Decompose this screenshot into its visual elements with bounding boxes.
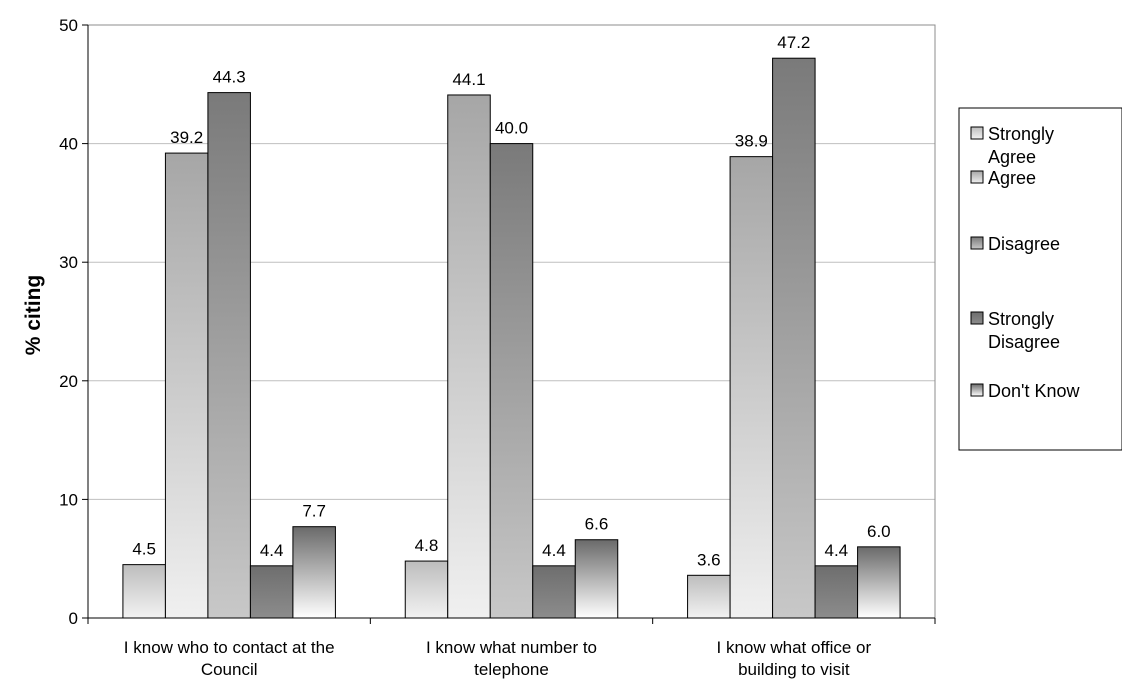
x-category-label: telephone — [474, 660, 549, 679]
data-labels: 4.5 39.2 44.3 4.4 7.7 4.8 44.1 40.0 4.4 6.6 3.6 38.… — [132, 33, 890, 569]
data-label: 44.3 — [213, 68, 246, 87]
legend-label: Disagree — [988, 332, 1060, 352]
legend-label: Don't Know — [988, 381, 1080, 401]
legend-swatch — [970, 170, 984, 184]
y-tick-label: 10 — [59, 490, 78, 509]
x-category-label: I know what number to — [426, 638, 597, 657]
data-label: 38.9 — [735, 132, 768, 151]
y-tick-label: 40 — [59, 135, 78, 154]
y-tick-label: 50 — [59, 16, 78, 35]
bar — [814, 565, 859, 619]
bar — [164, 152, 209, 619]
data-label: 4.4 — [260, 541, 284, 560]
data-label: 4.4 — [542, 541, 566, 560]
bar — [292, 526, 336, 619]
x-category-label: building to visit — [738, 660, 850, 679]
legend-label: Agree — [988, 147, 1036, 167]
x-category-label: I know what office or — [717, 638, 872, 657]
data-label: 6.0 — [867, 522, 891, 541]
y-tick-label: 0 — [69, 609, 78, 628]
bar — [447, 94, 491, 619]
bar — [489, 143, 534, 619]
bar — [729, 156, 774, 619]
bar — [404, 560, 449, 619]
data-label: 44.1 — [452, 70, 485, 89]
x-category-label: Council — [201, 660, 258, 679]
data-label: 47.2 — [777, 33, 810, 52]
data-label: 4.5 — [132, 540, 156, 559]
data-label: 40.0 — [495, 119, 528, 138]
bar — [772, 57, 816, 619]
bar — [574, 539, 619, 619]
y-tick-label: 20 — [59, 372, 78, 391]
legend-label: Agree — [988, 168, 1036, 188]
x-category-label: I know who to contact at the — [124, 638, 335, 657]
legend-swatch — [970, 126, 984, 140]
data-label: 4.4 — [825, 541, 849, 560]
y-tick-label: 30 — [59, 253, 78, 272]
data-label: 7.7 — [302, 502, 326, 521]
data-label: 39.2 — [170, 128, 203, 147]
bar — [687, 574, 731, 619]
legend-label: Strongly — [988, 309, 1054, 329]
legend-swatch — [970, 311, 984, 325]
y-axis-title: % citing — [22, 275, 45, 356]
bars — [122, 57, 901, 619]
legend-swatch — [970, 383, 984, 397]
legend-label: Disagree — [988, 234, 1060, 254]
bar — [122, 564, 166, 619]
bar — [207, 92, 251, 619]
data-label: 6.6 — [585, 515, 609, 534]
bar — [249, 565, 294, 619]
bar — [857, 546, 901, 619]
legend-label: Strongly — [988, 124, 1054, 144]
data-label: 3.6 — [697, 550, 721, 569]
bar — [532, 565, 576, 619]
axes: 0 10 20 30 40 50 I know who to contact at the C… — [59, 16, 936, 679]
legend-box — [958, 107, 1122, 451]
legend-swatch — [970, 236, 984, 250]
data-label: 4.8 — [415, 536, 439, 555]
